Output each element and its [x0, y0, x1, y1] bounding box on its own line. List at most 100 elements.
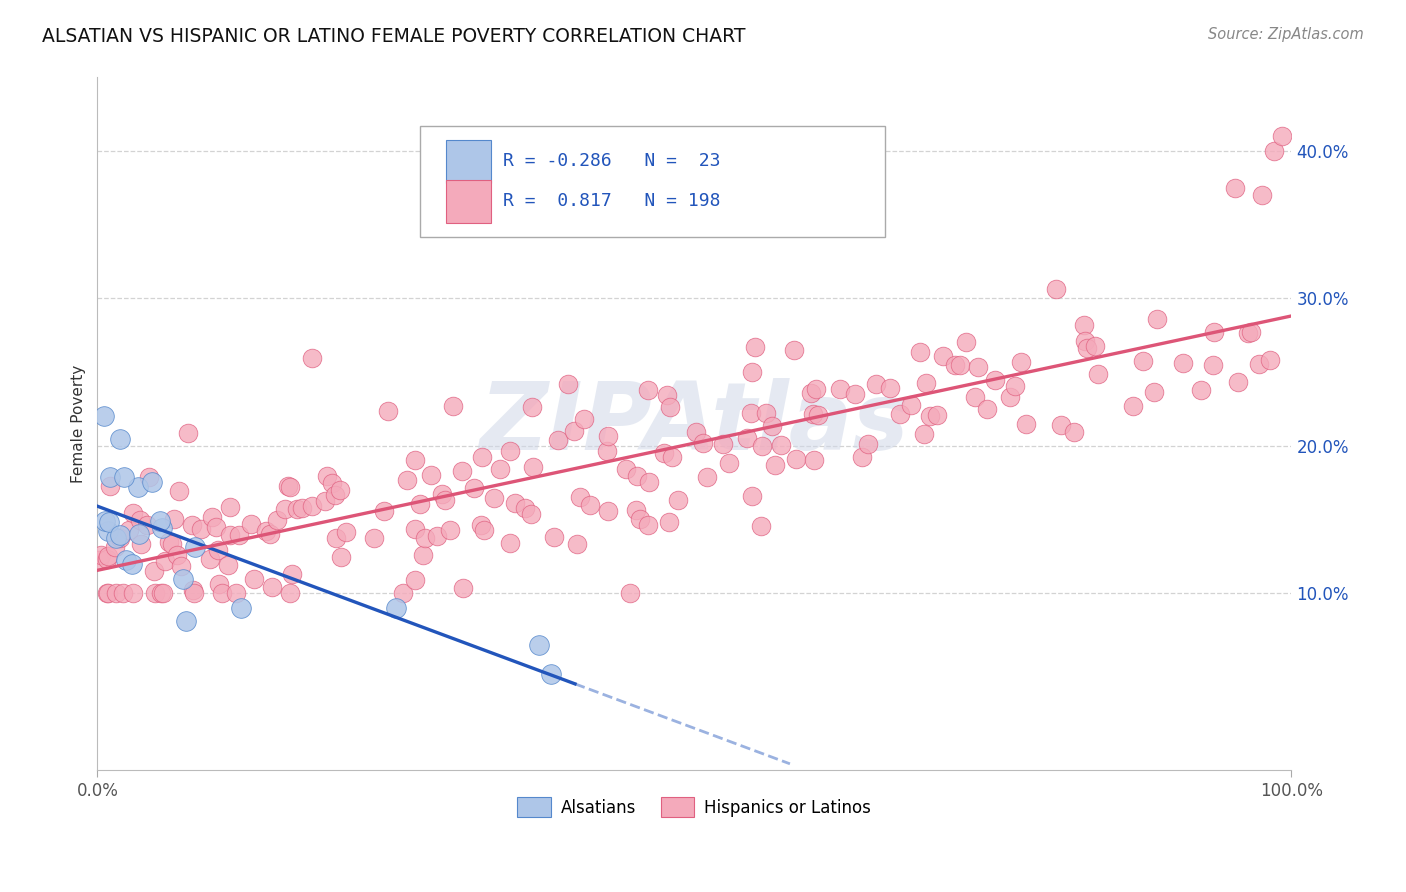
Point	[392, 586, 415, 600]
Point	[323, 488, 346, 502]
Point	[325, 531, 347, 545]
Point	[1173, 356, 1195, 370]
Point	[543, 530, 565, 544]
Point	[666, 492, 689, 507]
Point	[254, 524, 277, 538]
Point	[314, 494, 336, 508]
Point	[1014, 417, 1036, 431]
Point	[803, 453, 825, 467]
Point	[652, 446, 675, 460]
Point	[167, 483, 190, 498]
Point	[451, 582, 474, 596]
Point	[966, 360, 988, 375]
Point	[97, 524, 120, 539]
Point	[98, 470, 121, 484]
Point	[409, 498, 432, 512]
Point	[489, 462, 512, 476]
Point	[685, 425, 707, 440]
Point	[412, 548, 434, 562]
Point	[740, 406, 762, 420]
Point	[1263, 144, 1285, 158]
Point	[463, 482, 485, 496]
Point	[927, 408, 949, 422]
Point	[943, 359, 966, 373]
Point	[170, 559, 193, 574]
Point	[122, 586, 145, 600]
Text: R =  0.817   N = 198: R = 0.817 N = 198	[503, 193, 721, 211]
Point	[637, 518, 659, 533]
Point	[329, 483, 352, 497]
Point	[998, 390, 1021, 404]
Point	[404, 522, 426, 536]
Point	[1201, 358, 1223, 372]
Point	[112, 586, 135, 600]
Point	[385, 601, 408, 615]
Point	[266, 513, 288, 527]
Point	[800, 385, 823, 400]
Point	[658, 515, 681, 529]
Point	[329, 550, 352, 565]
Point	[115, 553, 138, 567]
Point	[547, 433, 569, 447]
Point	[420, 468, 443, 483]
Point	[472, 523, 495, 537]
Point	[108, 528, 131, 542]
Point	[205, 519, 228, 533]
Point	[208, 577, 231, 591]
Point	[761, 418, 783, 433]
Point	[519, 508, 541, 522]
Point	[121, 557, 143, 571]
Point	[150, 521, 173, 535]
Point	[949, 358, 972, 372]
Text: ZIPAtlas: ZIPAtlas	[479, 377, 910, 470]
Point	[1132, 354, 1154, 368]
Point	[96, 552, 118, 566]
Point	[150, 586, 173, 600]
Point	[228, 528, 250, 542]
Point	[865, 377, 887, 392]
Point	[619, 586, 641, 600]
Point	[207, 543, 229, 558]
Point	[918, 409, 941, 423]
Point	[225, 586, 247, 600]
Point	[657, 388, 679, 402]
Point	[1063, 425, 1085, 439]
Point	[129, 537, 152, 551]
Point	[291, 501, 314, 516]
Point	[692, 435, 714, 450]
Point	[1146, 311, 1168, 326]
Point	[136, 517, 159, 532]
Point	[522, 460, 544, 475]
Point	[87, 553, 110, 567]
Point	[152, 586, 174, 600]
Point	[404, 573, 426, 587]
Point	[183, 586, 205, 600]
Point	[717, 456, 740, 470]
Point	[128, 527, 150, 541]
Point	[439, 523, 461, 537]
Point	[122, 506, 145, 520]
Point	[98, 515, 121, 529]
Point	[166, 548, 188, 562]
Point	[1050, 418, 1073, 433]
Text: Source: ZipAtlas.com: Source: ZipAtlas.com	[1208, 27, 1364, 42]
Point	[783, 343, 806, 357]
Point	[1073, 334, 1095, 348]
Point	[658, 400, 681, 414]
Point	[569, 490, 592, 504]
Point	[96, 586, 118, 600]
Point	[190, 522, 212, 536]
Point	[755, 406, 778, 420]
Point	[128, 513, 150, 527]
Point	[1225, 181, 1247, 195]
Point	[1087, 367, 1109, 381]
Point	[770, 438, 793, 452]
Point	[879, 381, 901, 395]
Point	[239, 516, 262, 531]
Point	[737, 431, 759, 445]
Point	[711, 437, 734, 451]
Point	[858, 436, 880, 450]
Point	[127, 480, 149, 494]
Point	[628, 512, 651, 526]
Point	[661, 450, 683, 464]
